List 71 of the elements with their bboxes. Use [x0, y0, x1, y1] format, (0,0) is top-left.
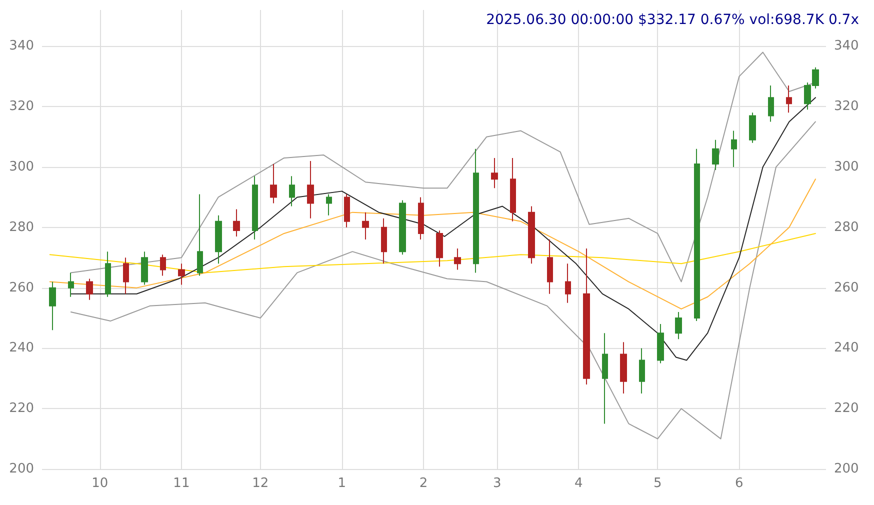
line-series	[70, 121, 816, 440]
candlestick	[86, 278, 93, 300]
line-series	[70, 97, 816, 361]
x-tick-label: 1	[338, 476, 346, 491]
candlestick	[712, 139, 719, 171]
y2-tick-label: 260	[834, 280, 859, 296]
candlestick	[528, 206, 535, 264]
candlestick	[547, 239, 553, 294]
candlestick	[141, 251, 148, 286]
candlestick	[68, 272, 74, 298]
y-tick-label: 240	[9, 340, 34, 356]
candlestick	[436, 230, 443, 268]
candlestick	[768, 84, 774, 122]
candlestick	[326, 194, 332, 216]
line-series	[49, 232, 816, 274]
y2-tick-label: 340	[834, 38, 859, 54]
y2-tick-label: 320	[834, 99, 859, 114]
candlestick	[639, 348, 645, 394]
candlestick	[694, 148, 700, 322]
y2-tick-label: 200	[834, 462, 859, 476]
candlestick	[344, 194, 350, 228]
x-tick-label: 3	[493, 476, 502, 491]
candlestick	[49, 281, 56, 331]
y-tick-label: 300	[9, 160, 34, 175]
y-tick-label: 260	[9, 280, 34, 296]
y-tick-label: 320	[9, 99, 34, 114]
y-tick-label: 220	[9, 401, 34, 416]
candlestick	[786, 84, 792, 114]
candlestick	[731, 130, 737, 168]
candlestick	[252, 176, 258, 240]
candlestick	[510, 157, 516, 222]
x-tick-label: 12	[252, 476, 269, 491]
candlestick	[178, 263, 185, 286]
x-tick-label: 4	[574, 476, 583, 491]
candlestick	[362, 212, 369, 240]
candlestick	[399, 200, 406, 256]
candlestick	[454, 248, 461, 270]
candlestick	[583, 248, 590, 385]
candlestick	[270, 164, 277, 204]
y-tick-label: 280	[9, 220, 34, 235]
y2-tick-label: 240	[834, 340, 859, 356]
y-tick-label: 200	[9, 462, 34, 476]
candlestick	[160, 254, 166, 276]
candlestick	[491, 157, 498, 189]
candlestick	[749, 112, 756, 144]
x-tick-label: 5	[653, 476, 662, 491]
candlestick	[565, 263, 571, 304]
candlestick	[657, 324, 664, 364]
x-tick-label: 6	[735, 476, 744, 491]
candlestick	[381, 218, 387, 264]
x-tick-label: 11	[173, 476, 190, 491]
y2-tick-label: 300	[834, 160, 859, 175]
candlestick	[675, 311, 682, 340]
candlestick	[233, 208, 240, 237]
candlestick	[473, 148, 479, 274]
x-tick-label: 10	[92, 476, 108, 491]
candlestick	[418, 196, 424, 240]
y2-tick-label: 220	[834, 401, 859, 416]
candlestick	[307, 160, 314, 219]
candlestick	[105, 251, 111, 298]
candlestick	[289, 176, 295, 207]
chart-title: 2025.06.30 00:00:00 $332.17 0.67% vol:698.7K 0.7x	[486, 12, 859, 28]
y-tick-label: 340	[9, 38, 34, 54]
candlestick	[123, 257, 129, 294]
line-series	[49, 178, 816, 310]
y2-tick-label: 280	[834, 220, 859, 235]
candlestick	[215, 214, 222, 264]
candlestick	[602, 332, 608, 424]
x-tick-label: 2	[419, 476, 428, 491]
candlestick	[620, 342, 627, 394]
candlestick	[197, 194, 203, 276]
